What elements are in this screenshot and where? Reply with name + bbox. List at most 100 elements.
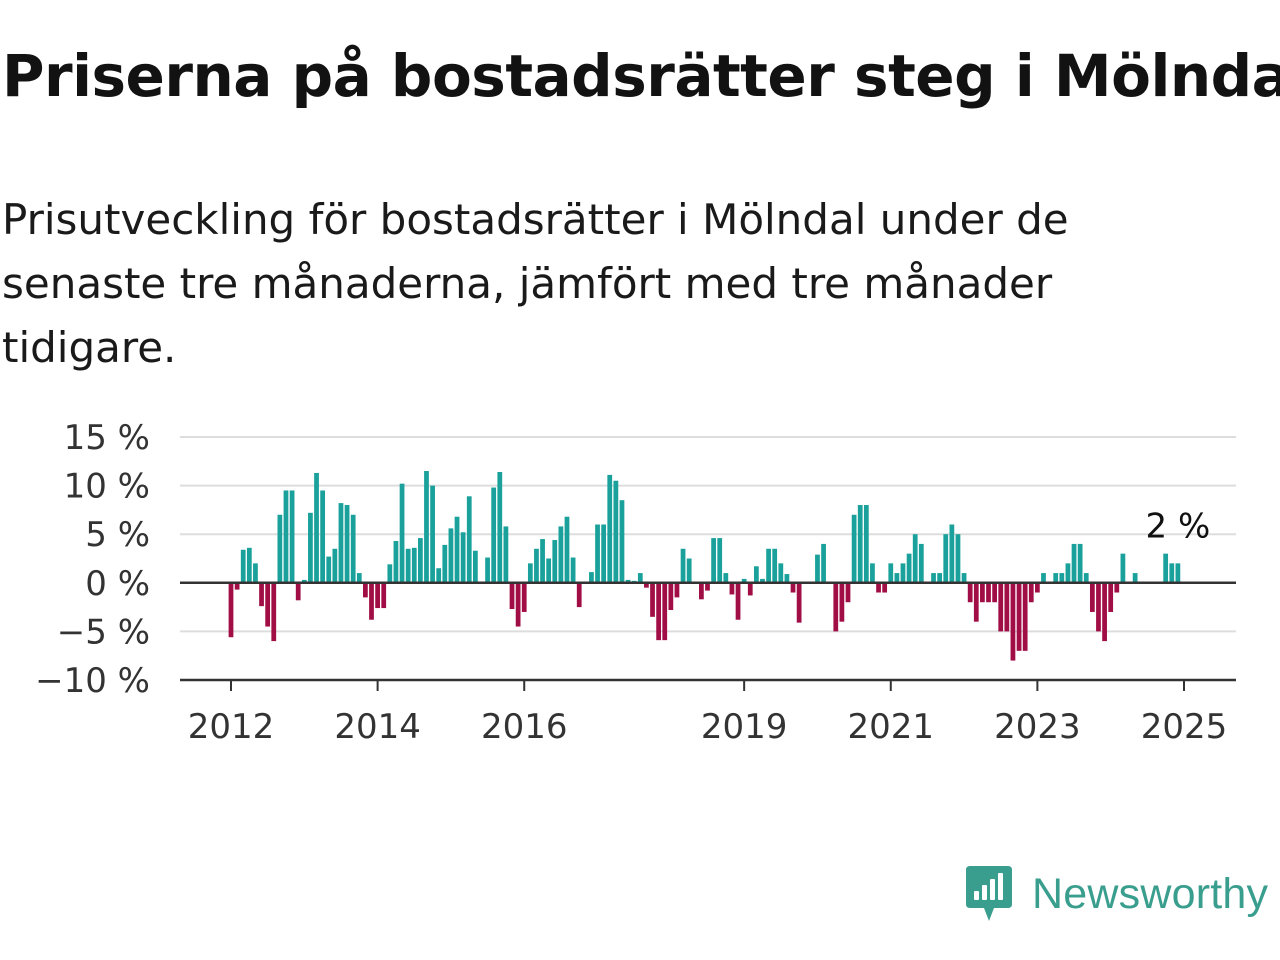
bar: [1163, 553, 1169, 583]
bar: [1010, 582, 1016, 661]
bar: [430, 485, 435, 583]
bar: [973, 582, 979, 622]
bar: [344, 505, 350, 583]
bar: [992, 582, 997, 603]
bar: [228, 582, 234, 638]
bar: [863, 505, 869, 583]
bar: [503, 526, 509, 583]
bar: [894, 573, 900, 583]
bar: [851, 514, 857, 583]
brand-name: Newsworthy: [1032, 869, 1269, 918]
bar: [521, 582, 527, 612]
y-tick-label: 15 %: [64, 418, 150, 458]
bar: [595, 524, 600, 583]
bar: [1053, 573, 1059, 583]
bar: [619, 500, 625, 583]
bar: [949, 524, 955, 583]
bar: [955, 534, 961, 583]
bar: [454, 516, 460, 583]
bar: [332, 548, 338, 583]
bar: [1022, 582, 1028, 651]
chart-title: Priserna på bostadsrätter steg i Mölndal: [2, 42, 1280, 110]
y-tick-label: −10 %: [35, 661, 150, 701]
bar: [1096, 582, 1101, 632]
bar: [240, 549, 246, 583]
bar: [301, 579, 307, 583]
bar: [778, 563, 784, 583]
chart-subtitle: Prisutveckling för bostadsrätter i Mölnd…: [2, 195, 1069, 372]
y-tick-label: 0 %: [85, 564, 150, 604]
bar: [888, 563, 894, 583]
grid-lines: [180, 436, 1236, 633]
x-tick-label: 2019: [701, 707, 788, 747]
bar: [558, 526, 564, 583]
bar: [821, 543, 826, 583]
bar: [1065, 563, 1071, 583]
x-tick-label: 2012: [188, 707, 275, 747]
bar: [601, 524, 607, 583]
bar: [527, 563, 533, 583]
bar: [906, 553, 912, 583]
bar: [637, 573, 643, 583]
bar: [265, 582, 271, 627]
bar: [448, 528, 454, 583]
bar: [943, 534, 949, 583]
bar: [986, 582, 991, 603]
bar: [1004, 582, 1010, 632]
y-tick-label: 10 %: [64, 467, 150, 507]
bar: [1114, 582, 1120, 593]
bar: [1175, 563, 1181, 583]
bar: [686, 558, 692, 583]
bar: [576, 582, 582, 608]
bar: [356, 573, 362, 583]
bar: [625, 579, 631, 583]
bar: [741, 578, 747, 583]
bar: [918, 543, 924, 583]
bar: [1108, 582, 1114, 612]
bar: [882, 582, 888, 593]
bar: [552, 540, 558, 583]
x-tick-label: 2021: [848, 707, 935, 747]
bar: [747, 582, 753, 596]
bar: [1077, 543, 1083, 583]
bar: [735, 582, 741, 620]
bar: [644, 582, 649, 588]
bar: [393, 541, 399, 583]
bar: [460, 532, 466, 583]
bar: [387, 564, 393, 583]
bar: [760, 578, 765, 583]
bar: [674, 582, 680, 598]
bar: [1132, 573, 1138, 583]
bar: [613, 480, 619, 583]
brand: Newsworthy: [964, 864, 1268, 924]
newsworthy-logo-icon: [966, 866, 1012, 921]
bar: [998, 582, 1004, 632]
bar: [656, 582, 662, 641]
y-axis-ticks: 15 % 10 % 5 % 0 % −5 % −10 %: [35, 418, 150, 701]
bar: [931, 573, 936, 583]
bar: [833, 582, 839, 632]
bar: [466, 496, 472, 583]
bar: [246, 547, 252, 583]
bar: [1120, 553, 1126, 583]
bar: [350, 514, 356, 583]
bar: [589, 572, 594, 583]
bar: [876, 582, 881, 593]
bar: [338, 503, 344, 583]
bar: [815, 554, 820, 583]
y-tick-label: −5 %: [57, 612, 150, 652]
bar: [857, 505, 863, 583]
bar: [607, 474, 613, 583]
bar: [772, 548, 778, 583]
bar: [839, 582, 845, 622]
bar: [320, 490, 326, 583]
bar: [662, 582, 668, 641]
bar: [680, 548, 686, 583]
bar: [497, 471, 503, 583]
bar: [711, 538, 716, 583]
bar: [442, 544, 448, 583]
bar: [277, 514, 283, 583]
bar: [1035, 582, 1040, 593]
bar: [509, 582, 515, 610]
